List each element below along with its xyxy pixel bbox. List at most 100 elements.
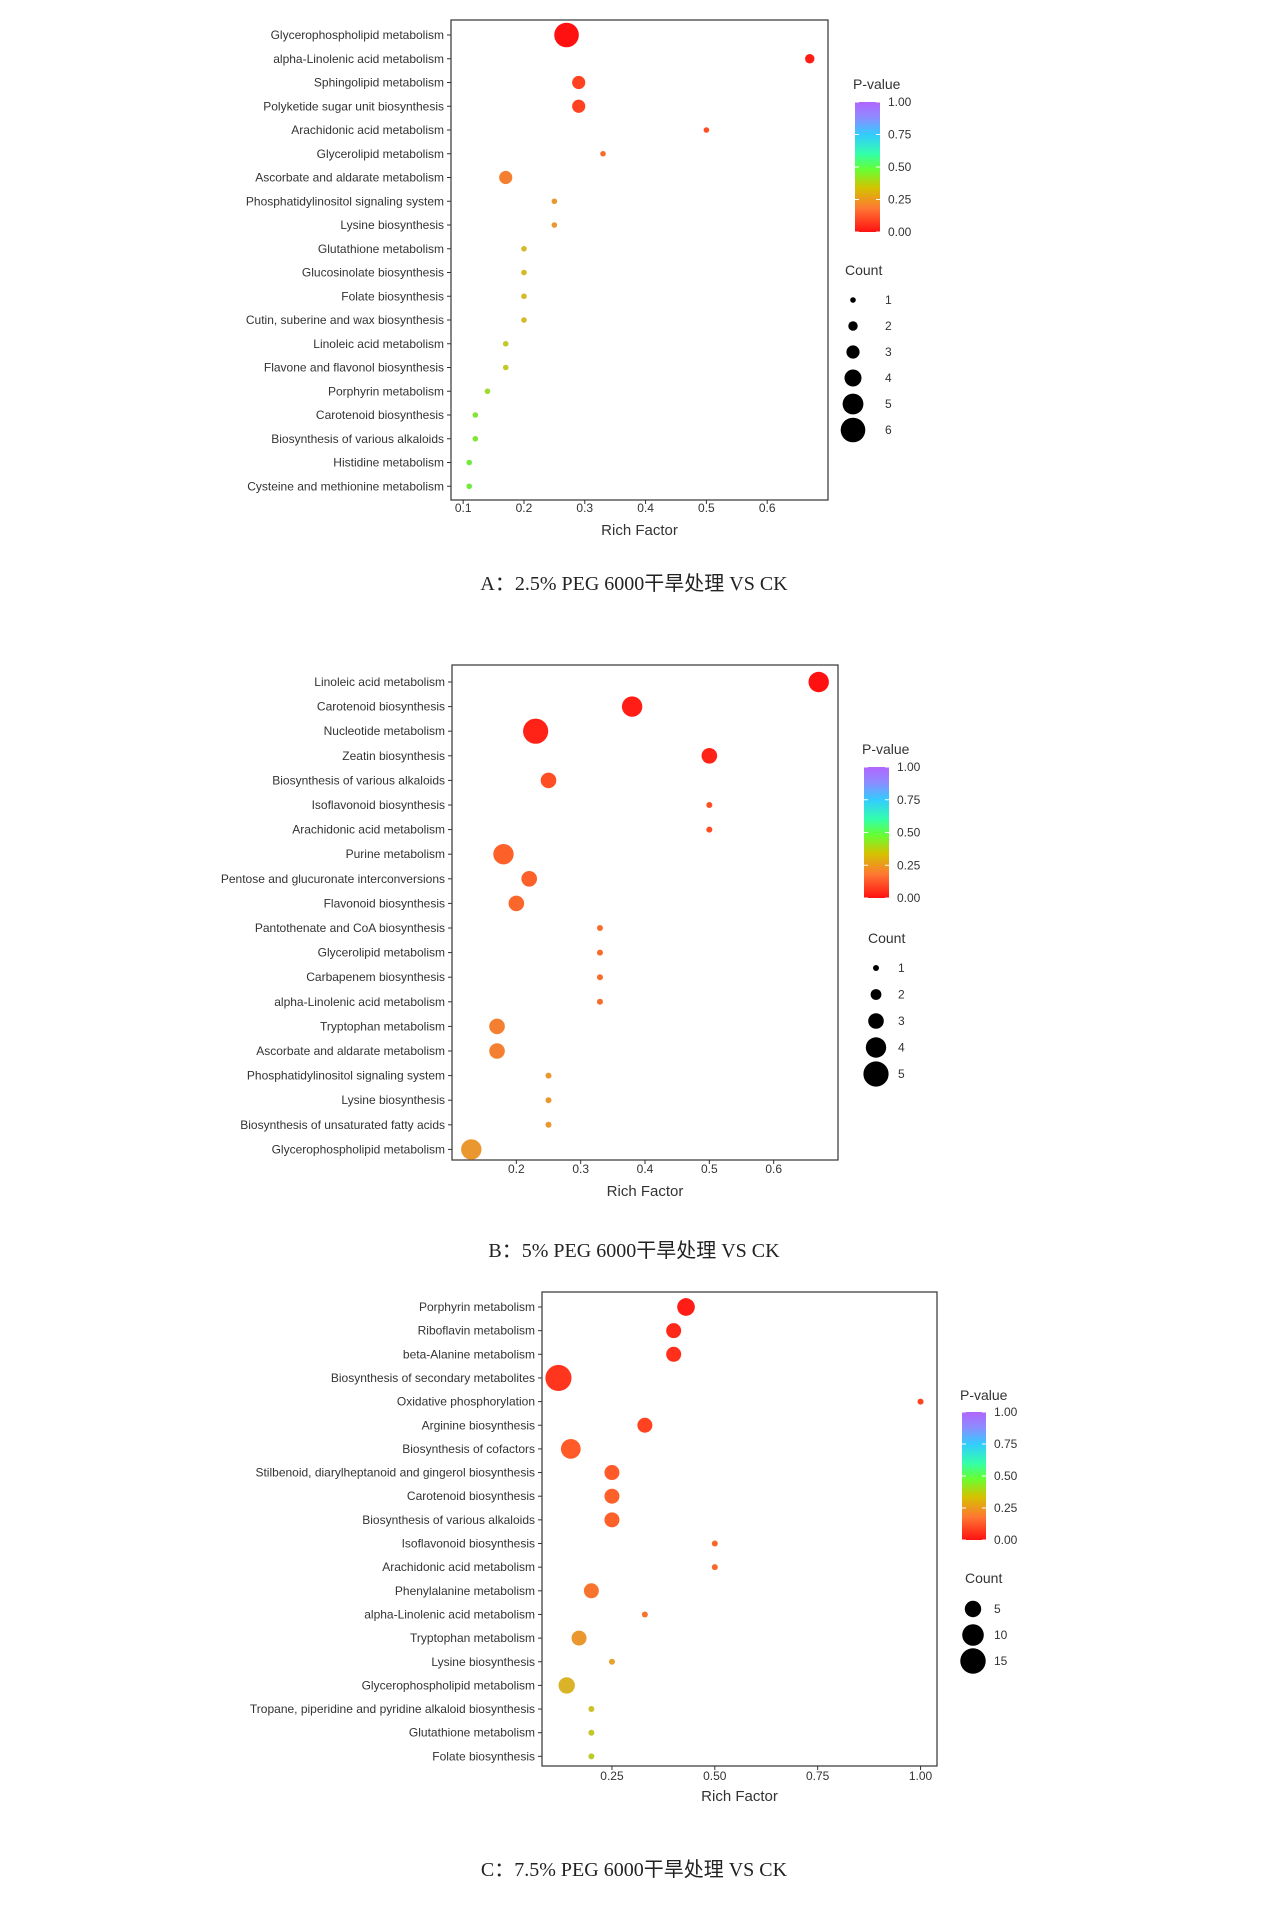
y-tick-label: Flavone and flavonol biosynthesis <box>264 361 444 375</box>
data-point <box>466 483 473 490</box>
data-point <box>499 170 513 185</box>
data-point <box>545 1072 552 1079</box>
size-legend-title: Count <box>845 262 882 278</box>
color-legend-label: 0.50 <box>888 160 912 174</box>
y-tick-label: Zeatin biosynthesis <box>342 749 445 763</box>
y-tick-label: Lysine biosynthesis <box>340 218 444 232</box>
y-tick-label: Lysine biosynthesis <box>431 1655 535 1669</box>
y-tick-label: alpha-Linolenic acid metabolism <box>364 1607 535 1621</box>
y-tick-label: Lysine biosynthesis <box>341 1093 445 1107</box>
data-point <box>523 718 549 744</box>
y-tick-label: Biosynthesis of cofactors <box>402 1442 535 1456</box>
color-legend-label: 1.00 <box>994 1405 1018 1419</box>
data-point <box>558 1677 575 1694</box>
data-point <box>472 435 479 442</box>
data-point <box>521 317 527 323</box>
figure-caption: C：7.5% PEG 6000干旱处理 VS CK <box>481 1858 788 1881</box>
y-tick-label: Glycerophospholipid metabolism <box>271 28 444 42</box>
color-legend-label: 0.50 <box>994 1469 1018 1483</box>
data-point <box>703 127 710 133</box>
y-tick-label: Arginine biosynthesis <box>422 1418 535 1432</box>
data-point <box>551 198 558 205</box>
x-tick-label: 0.50 <box>703 1769 727 1783</box>
y-tick-label: Biosynthesis of various alkaloids <box>272 773 445 787</box>
data-point <box>596 974 603 981</box>
y-tick-label: Oxidative phosphorylation <box>397 1395 535 1409</box>
data-point <box>560 1439 581 1459</box>
color-legend-title: P-value <box>960 1387 1008 1403</box>
y-tick-label: Phosphatidylinositol signaling system <box>247 1069 445 1083</box>
size-legend-label: 5 <box>898 1067 905 1081</box>
chart-panel-1: 0.1 0.2 0.3 0.4 0.5 0.6 Rich Factor Glycerophos… <box>246 19 912 595</box>
chart-panel-2: 0.2 0.3 0.4 0.5 0.6 Rich Factor Linoleic acid … <box>221 664 921 1262</box>
size-legend-dot <box>863 1061 889 1087</box>
color-legend-label: 1.00 <box>888 95 912 109</box>
color-legend-bar <box>855 102 880 232</box>
y-tick-label: Porphyrin metabolism <box>328 384 444 398</box>
data-point <box>545 1097 552 1104</box>
y-tick-label: Polyketide sugar unit biosynthesis <box>263 99 444 113</box>
data-point <box>583 1583 599 1599</box>
data-point <box>637 1417 653 1433</box>
data-point <box>588 1753 595 1760</box>
x-tick-label: 0.4 <box>637 501 654 515</box>
data-point <box>600 150 606 157</box>
size-legend-label: 1 <box>885 293 892 307</box>
data-point <box>604 1488 620 1504</box>
data-point <box>521 871 537 887</box>
size-legend-label: 10 <box>994 1628 1008 1642</box>
data-point <box>588 1729 595 1736</box>
size-legend-dot <box>868 1013 884 1029</box>
color-legend-label: 0.50 <box>897 826 921 840</box>
size-legend-dot <box>846 345 860 359</box>
figure-caption: B：5% PEG 6000干旱处理 VS CK <box>488 1239 780 1262</box>
y-tick-label: Linoleic acid metabolism <box>313 337 444 351</box>
data-point <box>571 1630 587 1646</box>
y-tick-label: Glycerophospholipid metabolism <box>272 1142 445 1156</box>
y-tick-label: Folate biosynthesis <box>341 289 444 303</box>
color-legend-label: 0.25 <box>994 1501 1018 1515</box>
data-point <box>521 269 527 276</box>
size-legend-label: 3 <box>898 1014 905 1028</box>
x-tick-label: 0.3 <box>572 1162 589 1176</box>
y-tick-label: Folate biosynthesis <box>432 1749 535 1763</box>
x-tick-label: 0.6 <box>765 1162 782 1176</box>
size-legend-title: Count <box>868 930 905 946</box>
data-point <box>608 1658 615 1665</box>
size-legend-label: 6 <box>885 423 892 437</box>
y-tick-label: Glycerophospholipid metabolism <box>362 1678 535 1692</box>
color-legend-label: 0.25 <box>888 193 912 207</box>
data-point <box>466 459 473 466</box>
size-legend-dot <box>870 989 882 1000</box>
data-point <box>540 772 557 789</box>
y-tick-label: Riboflavin metabolism <box>418 1324 535 1338</box>
data-point <box>545 1364 572 1392</box>
y-tick-label: Glucosinolate biosynthesis <box>302 266 444 280</box>
y-tick-label: Cysteine and methionine metabolism <box>247 479 444 493</box>
data-point <box>604 1465 620 1481</box>
y-tick-label: Ascorbate and aldarate metabolism <box>255 171 444 185</box>
data-point <box>551 222 558 228</box>
x-tick-label: 0.6 <box>759 501 776 515</box>
color-legend-bar <box>864 767 889 898</box>
x-tick-label: 0.1 <box>455 501 472 515</box>
color-legend-label: 0.00 <box>897 891 921 905</box>
y-tick-label: Glycerolipid metabolism <box>317 147 444 161</box>
y-tick-label: Tryptophan metabolism <box>410 1631 535 1645</box>
data-point <box>677 1298 695 1316</box>
y-tick-label: Biosynthesis of various alkaloids <box>362 1513 535 1527</box>
y-tick-label: alpha-Linolenic acid metabolism <box>274 995 445 1009</box>
size-legend-label: 1 <box>898 961 905 975</box>
data-point <box>596 949 603 956</box>
x-tick-label: 0.2 <box>516 501 533 515</box>
plot-frame <box>451 664 839 1161</box>
size-legend-label: 5 <box>885 397 892 411</box>
size-legend-dot <box>962 1624 984 1646</box>
size-legend-dot <box>960 1648 986 1674</box>
y-tick-label: Purine metabolism <box>346 847 445 861</box>
y-tick-label: Phosphatidylinositol signaling system <box>246 194 444 208</box>
data-point <box>472 412 479 418</box>
y-tick-label: beta-Alanine metabolism <box>403 1347 535 1361</box>
size-legend-dot <box>865 1037 887 1058</box>
x-tick-label: 0.75 <box>806 1769 830 1783</box>
